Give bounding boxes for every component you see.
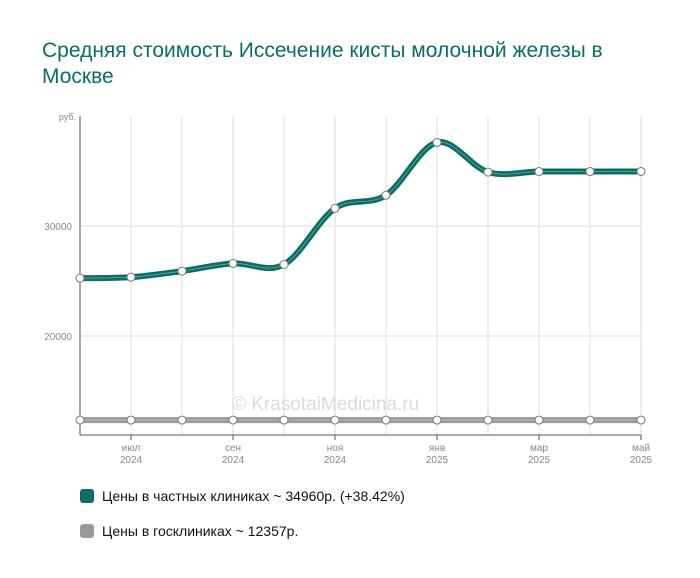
data-point-public — [585, 415, 595, 425]
x-tick-year-label: 2025 — [630, 455, 653, 466]
legend-item-public[interactable]: Цены в госклиниках ~ 12357р. — [80, 521, 405, 541]
data-point-public — [177, 415, 187, 425]
legend-swatch-public — [80, 524, 94, 538]
x-tick-month-label: ноя — [327, 443, 344, 454]
data-point-public — [483, 415, 493, 425]
x-tick-year-label: 2024 — [222, 455, 245, 466]
data-point-public — [432, 415, 442, 425]
data-point-public — [330, 415, 340, 425]
y-tick-label: 30000 — [44, 222, 72, 233]
data-point-private — [330, 203, 340, 213]
data-point-private — [126, 272, 136, 282]
x-tick-year-label: 2025 — [528, 455, 551, 466]
series-line-private — [77, 139, 644, 282]
data-point-public — [636, 415, 646, 425]
data-point-private — [585, 167, 595, 177]
data-point-private — [534, 167, 544, 177]
data-point-public — [279, 415, 289, 425]
x-tick-month-label: янв — [429, 443, 445, 454]
x-tick-year-label: 2025 — [426, 455, 449, 466]
data-point-public — [534, 415, 544, 425]
x-tick-year-label: 2024 — [120, 455, 143, 466]
series-line-highlight-private — [79, 141, 642, 279]
x-tick-month-label: сен — [225, 443, 241, 454]
x-tick-year-label: 2024 — [324, 455, 347, 466]
data-point-public — [381, 415, 391, 425]
data-point-private — [177, 266, 187, 276]
data-point-private — [279, 260, 289, 269]
data-point-public — [126, 415, 136, 425]
data-point-private — [381, 190, 391, 200]
legend-label-private: Цены в частных клиниках ~ 34960р. (+38.4… — [102, 488, 405, 504]
data-point-private — [228, 258, 238, 268]
legend-label-public: Цены в госклиниках ~ 12357р. — [102, 523, 299, 539]
x-tick-month-label: мар — [530, 443, 548, 454]
price-chart: 2000030000руб.июл2024сен2024ноя2024янв20… — [44, 112, 653, 466]
x-tick-month-label: июл — [122, 443, 141, 454]
y-tick-label: 20000 — [44, 332, 72, 343]
data-point-private — [432, 137, 442, 147]
legend-swatch-private — [80, 489, 94, 503]
data-point-private — [75, 273, 85, 283]
chart-legend: Цены в частных клиниках ~ 34960р. (+38.4… — [80, 486, 405, 556]
chart-title: Средняя стоимость Иссечение кисты молочн… — [42, 39, 603, 88]
data-point-private — [636, 166, 646, 176]
data-point-private — [483, 167, 493, 177]
legend-item-private[interactable]: Цены в частных клиниках ~ 34960р. (+38.4… — [80, 486, 405, 506]
x-tick-month-label: май — [632, 443, 650, 454]
data-point-public — [228, 415, 238, 425]
watermark: © KrasotaiMedicina.ru — [232, 394, 420, 415]
data-point-public — [75, 415, 85, 425]
y-unit-label: руб. — [59, 112, 76, 122]
